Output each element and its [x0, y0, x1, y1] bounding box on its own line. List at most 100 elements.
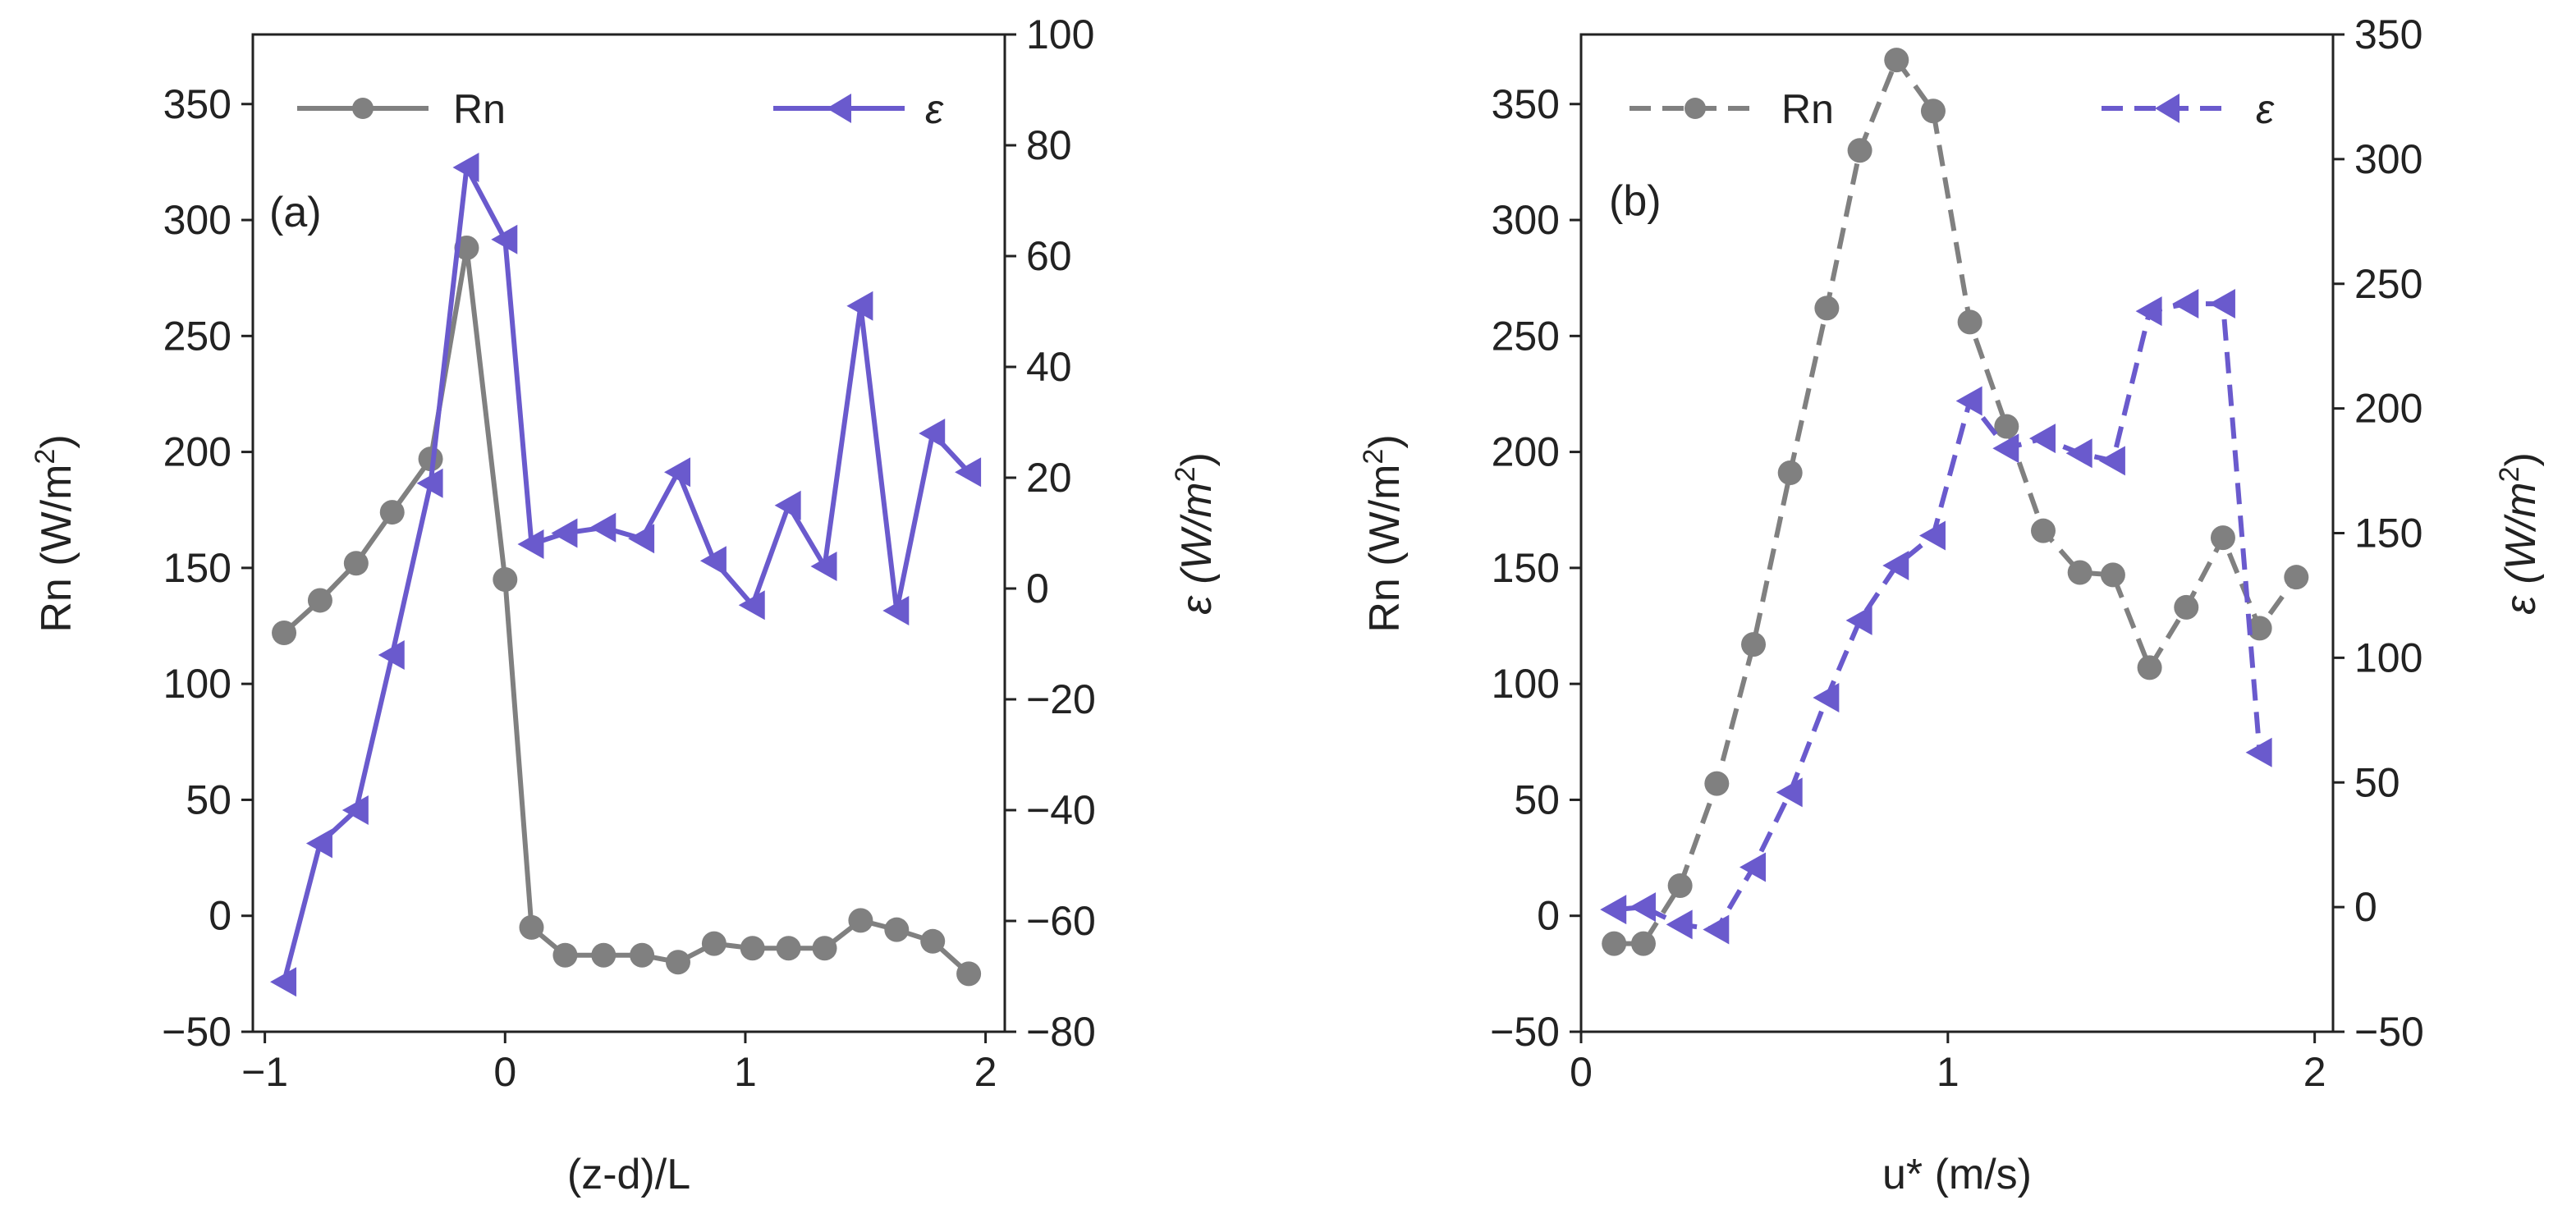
y-left-tick-label: 350 — [1492, 81, 1560, 127]
data-point-rn — [418, 447, 443, 472]
x-tick-label: 0 — [493, 1049, 516, 1095]
data-point-rn — [1814, 295, 1840, 321]
data-point-rn — [701, 931, 727, 956]
y-right-tick-label: 0 — [1026, 566, 1049, 612]
y-right-tick-label: 100 — [1026, 11, 1094, 57]
y-left-tick-label: 200 — [163, 429, 231, 475]
data-point-eps — [628, 524, 655, 554]
data-point-eps — [955, 457, 982, 488]
data-point-rn — [920, 928, 946, 954]
y-right-tick-label: −40 — [1026, 787, 1096, 833]
y-right-tick-label: 250 — [2354, 261, 2422, 307]
data-point-rn — [2137, 655, 2162, 680]
panel-b: 0 1 2−50050100150200250300350−500501001502… — [1358, 11, 2545, 1198]
data-point-eps — [551, 518, 578, 548]
x-tick-label: 1 — [1937, 1049, 1960, 1095]
y-label-left-a-close: ) — [33, 434, 80, 448]
data-point-eps — [663, 457, 690, 488]
data-point-eps — [699, 546, 727, 576]
y-left-tick-label: 150 — [163, 545, 231, 591]
data-point-rn — [2174, 594, 2199, 620]
x-tick-label: 2 — [974, 1049, 997, 1095]
y-right-tick-label: −80 — [1026, 1009, 1096, 1055]
data-point-rn — [884, 917, 910, 942]
data-point-eps — [2208, 289, 2235, 319]
data-point-eps — [416, 468, 443, 498]
y-axis-label-left-b: Rn (W/m2) — [1358, 434, 1409, 632]
data-point-eps — [774, 490, 801, 520]
data-point-eps — [2245, 737, 2272, 767]
data-point-eps — [1845, 605, 1872, 635]
legend-marker-eps-b — [2155, 94, 2180, 123]
legend-label-eps-a: ε — [925, 86, 944, 132]
data-point-eps — [341, 795, 369, 825]
x-axis-label-a: (z-d)/L — [567, 1151, 690, 1198]
y-left-tick-label: 300 — [1492, 197, 1560, 243]
data-point-rn — [1994, 414, 2019, 439]
legend-label-rn-b: Rn — [1781, 86, 1834, 132]
data-point-rn — [2100, 562, 2125, 588]
data-point-rn — [812, 936, 837, 961]
y-left-tick-label: 200 — [1492, 429, 1560, 475]
data-point-rn — [1957, 309, 1982, 335]
data-point-rn — [307, 588, 332, 613]
legend-marker-rn-b — [1684, 98, 1706, 119]
data-point-rn — [1602, 931, 1627, 956]
y-left-tick-label: 100 — [1492, 661, 1560, 707]
y-left-tick-label: −50 — [1490, 1009, 1560, 1055]
x-axis-label-b: u* (m/s) — [1882, 1151, 2032, 1198]
y-right-tick-label: 300 — [2354, 136, 2422, 182]
data-point-eps — [2098, 446, 2125, 476]
y-right-tick-label: 150 — [2354, 511, 2422, 557]
data-point-rn — [379, 500, 405, 525]
x-tick-label: 1 — [734, 1049, 757, 1095]
data-point-eps — [810, 552, 837, 581]
data-point-eps — [738, 590, 765, 621]
y-right-tick-label: −50 — [2354, 1009, 2424, 1055]
data-point-rn — [552, 942, 578, 968]
data-point-rn — [776, 936, 801, 961]
legend-b: Rn ε — [1629, 86, 2275, 132]
plot-frame-a — [251, 33, 1006, 1033]
panel-a: −1 0 1 2−50050100150200250300350−80−60−40−2… — [30, 11, 1221, 1198]
data-point-eps — [589, 512, 616, 543]
x-tick-label: 2 — [2303, 1049, 2326, 1095]
x-tick-label: 0 — [1570, 1049, 1593, 1095]
y-left-tick-label: −50 — [162, 1009, 231, 1055]
x-tick-label: −1 — [241, 1049, 288, 1095]
data-point-rn — [630, 942, 655, 968]
data-point-eps — [1813, 682, 1840, 712]
y-right-tick-label: 60 — [1026, 233, 1072, 279]
y-right-tick-label: 20 — [1026, 455, 1072, 501]
y-label-right-b-text: ε (W/m — [2497, 482, 2545, 614]
data-point-rn — [591, 942, 616, 968]
y-axis-label-right-a: ε (W/m2) — [1170, 452, 1221, 615]
data-point-rn — [272, 621, 297, 645]
data-point-rn — [1777, 460, 1803, 486]
data-point-eps — [1600, 895, 1627, 925]
data-point-eps — [2172, 289, 2199, 319]
data-point-eps — [452, 153, 479, 182]
y-left-tick-label: 0 — [1537, 893, 1560, 939]
legend-marker-eps-a — [827, 94, 851, 123]
y-right-tick-label: 200 — [2354, 386, 2422, 432]
y-label-left-a-text: Rn (W/m — [33, 465, 80, 633]
y-right-tick-label: 0 — [2354, 884, 2377, 930]
data-point-eps — [882, 596, 910, 625]
y-right-tick-label: 50 — [2354, 759, 2400, 805]
data-point-eps — [491, 224, 518, 254]
y-right-tick-label: −20 — [1026, 676, 1096, 722]
data-point-rn — [1847, 138, 1872, 163]
data-point-rn — [740, 936, 765, 961]
data-point-eps — [1955, 386, 1982, 416]
data-point-rn — [848, 908, 873, 933]
y-right-tick-label: 80 — [1026, 122, 1072, 168]
data-point-rn — [519, 914, 544, 940]
data-point-eps — [1992, 433, 2019, 464]
data-point-rn — [1667, 873, 1693, 898]
y-label-left-b-exp: 2 — [1358, 449, 1389, 465]
y-label-right-a-text: ε (W/m — [1173, 482, 1221, 614]
data-point-rn — [665, 950, 690, 975]
data-point-rn — [2247, 616, 2272, 641]
